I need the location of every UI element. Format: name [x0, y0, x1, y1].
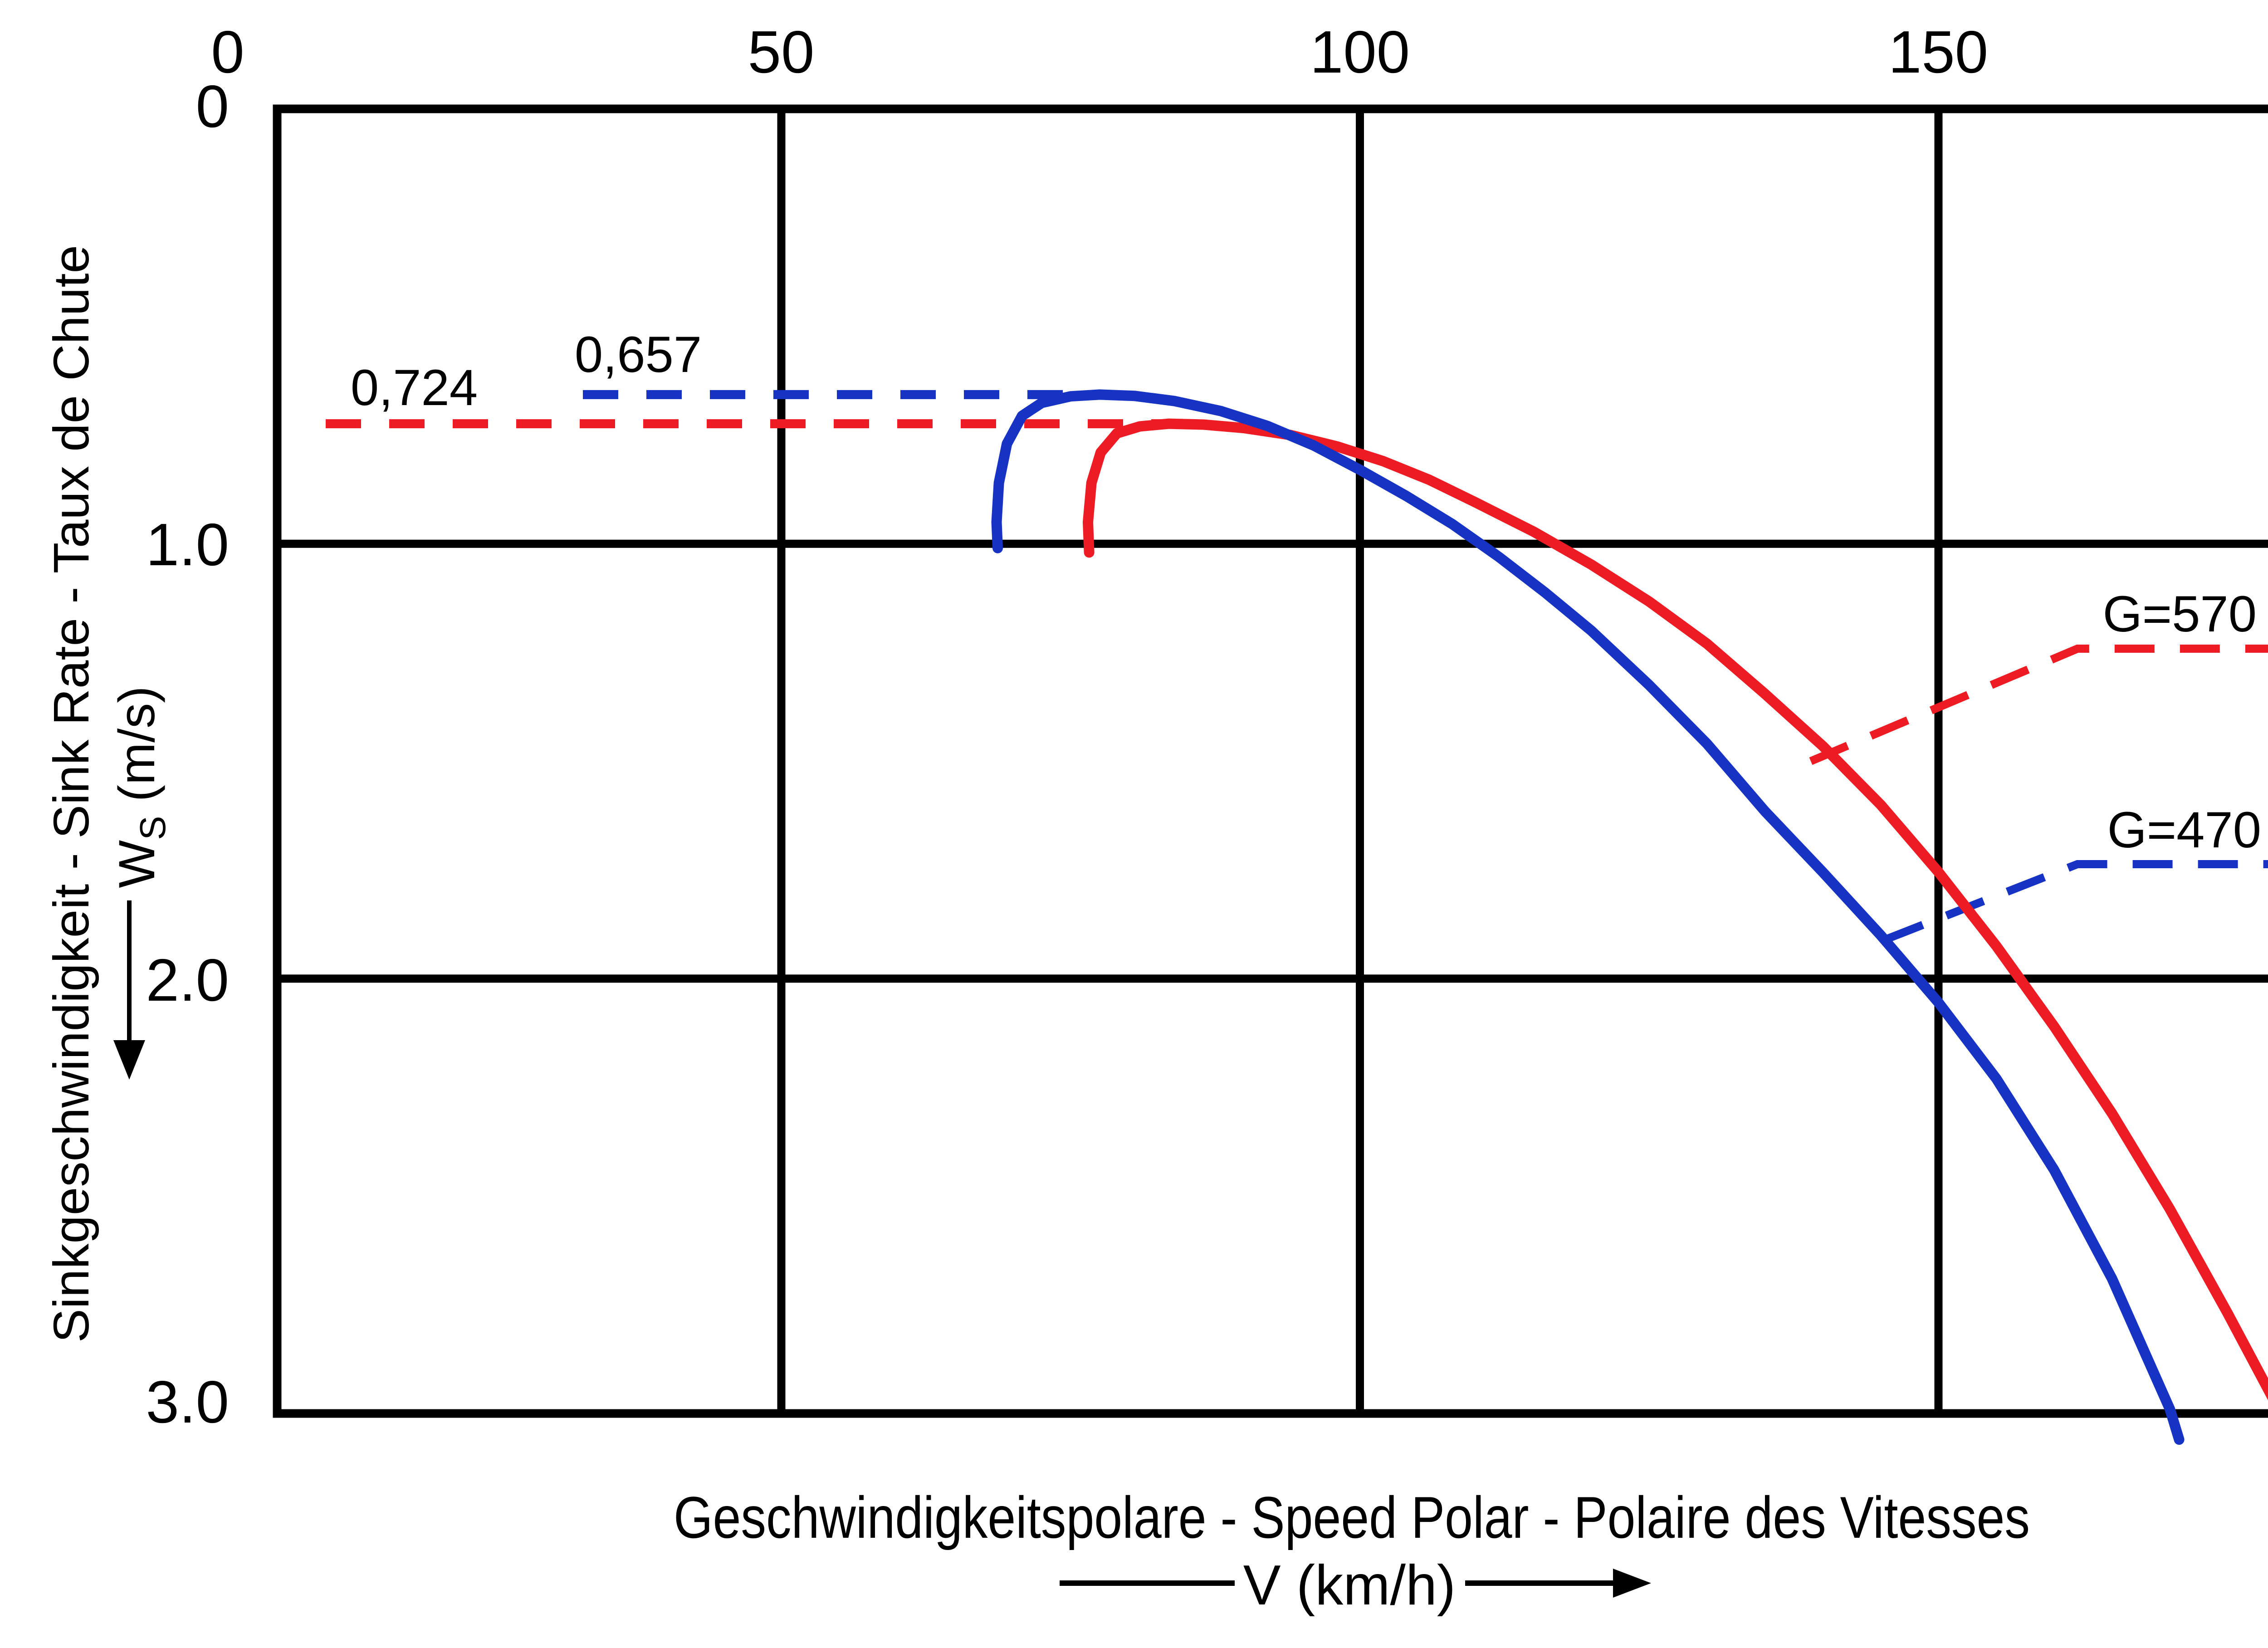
- annotation-labels: 0,724 0,657 G=570 kp G=470 kp: [351, 326, 2268, 858]
- y-tick-labels: 0 1.0 2.0 3.0: [146, 73, 230, 1435]
- y-axis-symbol-label: WS (m/s): [108, 686, 173, 888]
- gridlines: [277, 109, 2268, 1413]
- x-tick-label: 0: [211, 19, 244, 85]
- min-sink-dash-lines: [326, 390, 1169, 429]
- series-label-leaders: [1809, 645, 2268, 944]
- min-sink-value-label-red: 0,724: [351, 359, 478, 416]
- polar-curves: [991, 389, 2268, 1445]
- series-label-red: G=570 kp: [2103, 586, 2268, 642]
- sink-rate-curve-470: [991, 389, 2185, 1445]
- y-tick-label: 2.0: [146, 947, 230, 1013]
- plot-border: [273, 104, 2268, 1418]
- right-arrowhead-icon: [1613, 1569, 1651, 1598]
- x-axis-title: V (km/h): [1243, 1554, 1456, 1617]
- x-tick-label: 50: [748, 19, 815, 85]
- x-tick-labels: 050100150200: [211, 19, 1988, 85]
- min-sink-value-label-blue: 0,657: [575, 326, 702, 383]
- y-tick-label: 1.0: [146, 511, 230, 578]
- axis-titles: Geschwindigkeitspolare - Speed Polar - P…: [44, 245, 2030, 1617]
- y-axis-title: Sinkgeschwindigkeit - Sink Rate - Taux d…: [44, 245, 99, 1343]
- plot-frame: [273, 104, 2268, 1418]
- y-tick-label: 0: [196, 73, 229, 140]
- series-leader-470: [1884, 860, 2268, 944]
- sink-rate-curve-570: [1083, 418, 2268, 1400]
- x-tick-label: 150: [1888, 19, 1988, 85]
- chart-title: Geschwindigkeitspolare - Speed Polar - P…: [674, 1484, 2030, 1550]
- series-leader-570: [1809, 645, 2268, 765]
- down-arrowhead-icon: [113, 1040, 145, 1080]
- series-label-blue: G=470 kp: [2107, 802, 2268, 858]
- x-tick-label: 100: [1310, 19, 1410, 85]
- y-tick-label: 3.0: [146, 1369, 230, 1435]
